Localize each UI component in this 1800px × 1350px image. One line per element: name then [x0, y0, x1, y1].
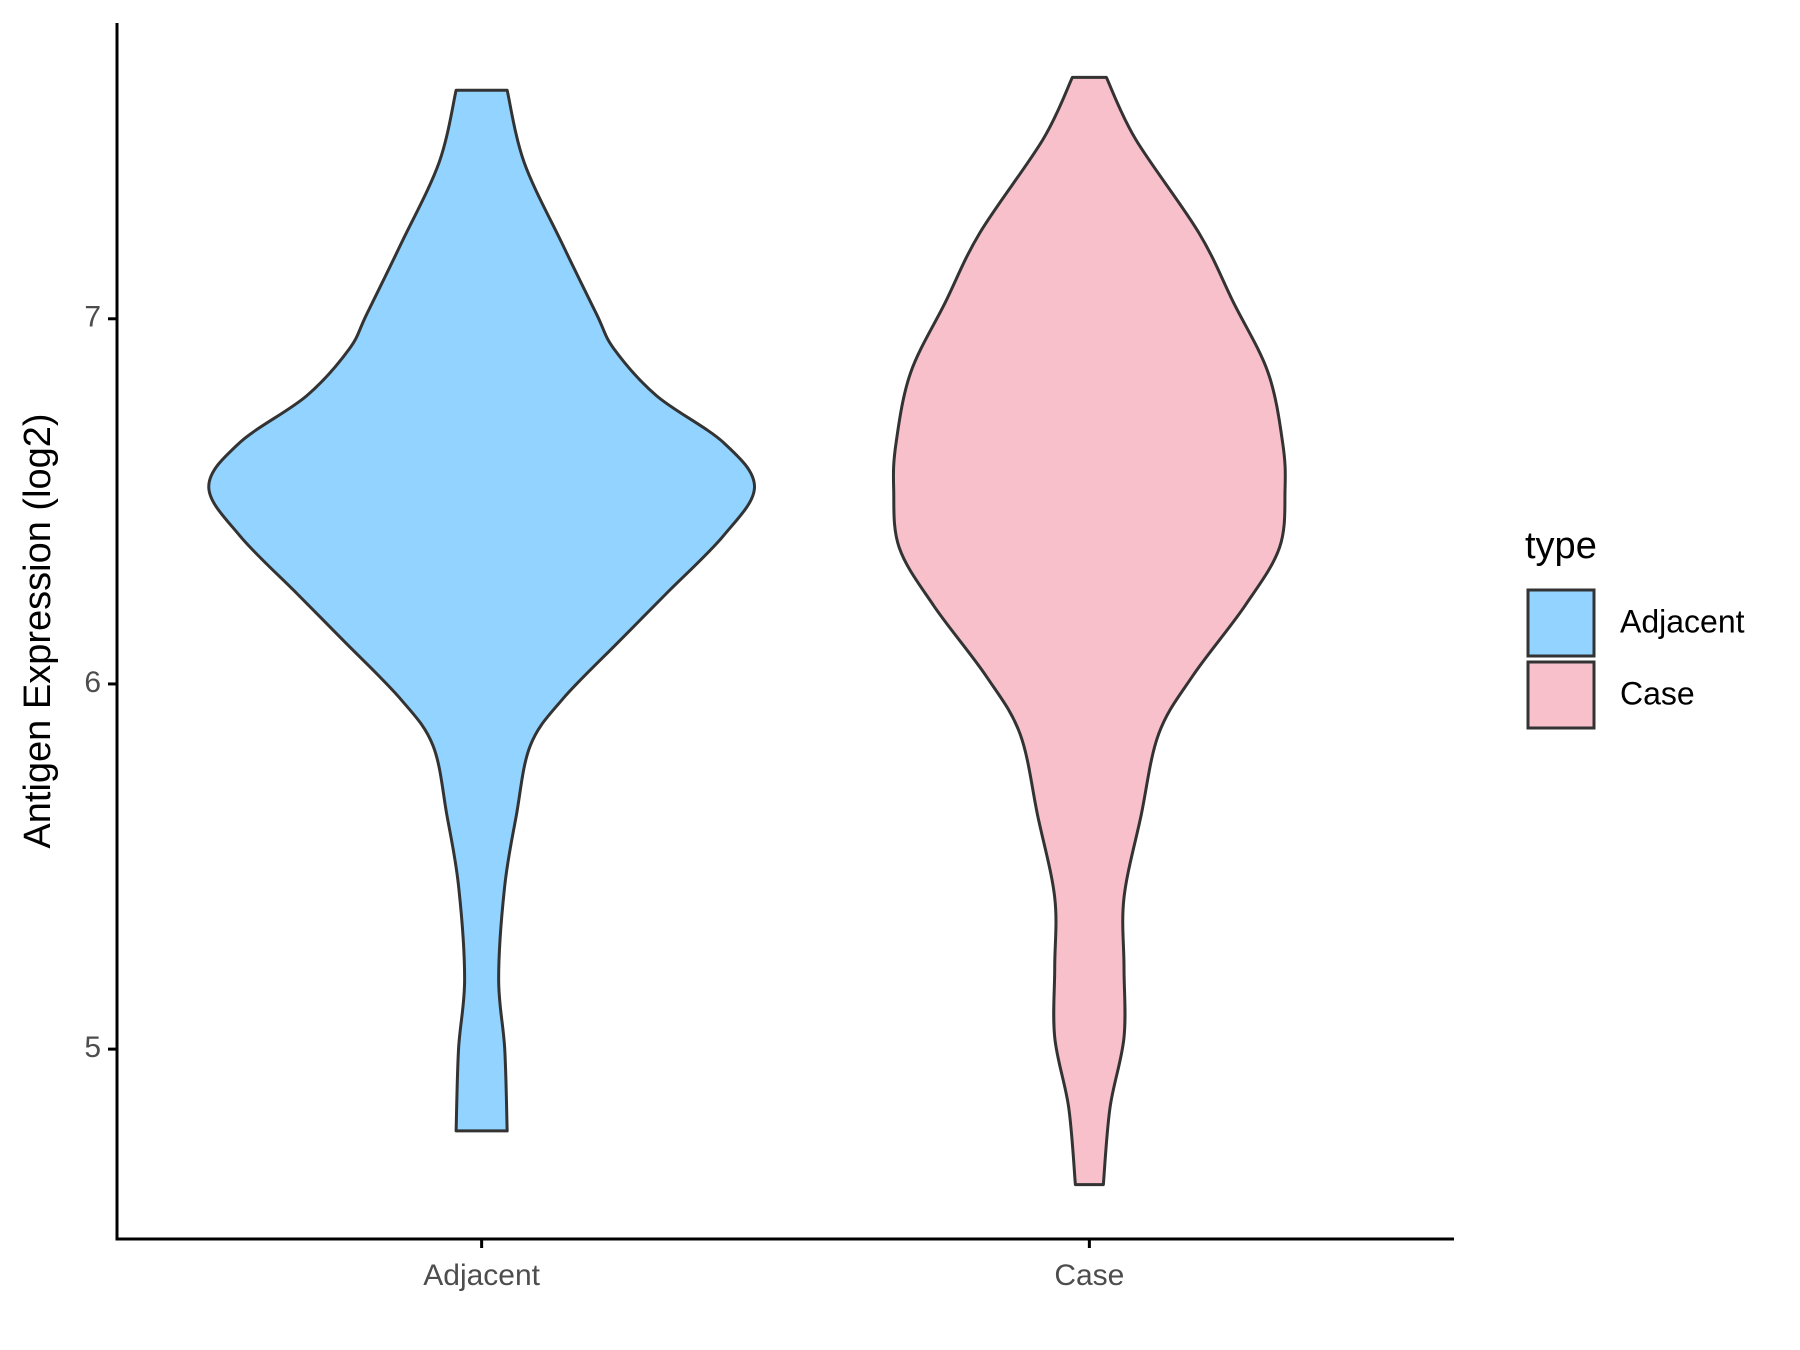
legend-title: type — [1525, 525, 1597, 567]
legend-label: Case — [1620, 675, 1695, 711]
y-tick-label: 6 — [84, 666, 101, 699]
violin — [207, 88, 757, 1133]
y-tick-label: 7 — [84, 301, 101, 334]
legend-key — [1526, 660, 1596, 730]
legend-label: Adjacent — [1620, 603, 1745, 639]
x-tick-label: Adjacent — [423, 1259, 540, 1292]
x-tick-label: Case — [1054, 1259, 1124, 1292]
legend-key — [1526, 588, 1596, 658]
y-axis-title: Antigen Expression (log2) — [17, 413, 59, 848]
y-tick-label: 5 — [84, 1031, 101, 1064]
violin — [891, 75, 1287, 1187]
